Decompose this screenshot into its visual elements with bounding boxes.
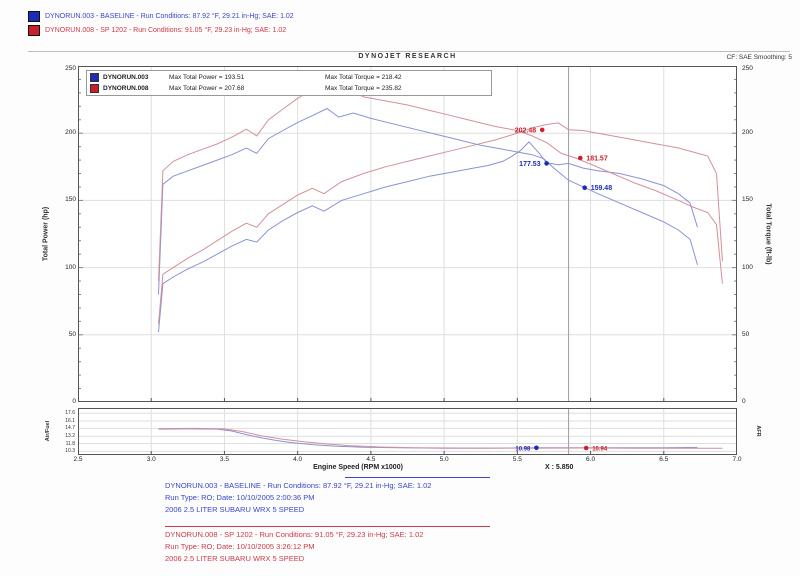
engine-speed-axis-label: Engine Speed (RPM x1000) [313,464,403,471]
legend-row[interactable]: DYNORUN.008 Max Total Power = 207.68 Max T… [90,84,488,93]
y-tick-label: 200 [742,129,753,137]
footer-line: DYNORUN.003 - BASELINE - Run Conditions:… [165,481,432,490]
y-tick-label: 100 [742,263,753,271]
run-color-swatch [28,25,40,36]
y-tick-label: 250 [65,65,76,72]
y-tick-label: 100 [65,263,76,271]
x-tick-label: 6.0 [586,456,596,463]
legend-color-swatch [90,73,99,82]
footer-line: Run Type: RO; Date: 10/10/2005 2:00:36 P… [165,493,315,502]
y-tick-label: 250 [742,65,753,72]
legend-max-torque: Max Total Torque = 218.42 [325,74,402,81]
y-tick-label: 150 [65,196,76,204]
run-color-swatch [28,11,40,22]
legend-max-power: Max Total Power = 193.51 [169,74,245,81]
y-tick-label: 17.6 [65,410,75,417]
x-tick-label: 4.5 [366,456,376,463]
afr-axis-label-right: AFR [755,425,761,437]
y-tick-label: 11.8 [65,440,75,447]
x-tick-label: 5.0 [439,456,449,463]
x-tick-label: 4.0 [293,456,303,463]
footer-line: Run Type: RO; Date: 10/10/2005 3:26:12 P… [165,542,315,551]
footer-run-block-baseline: DYNORUN.003 - BASELINE - Run Conditions:… [165,480,431,516]
y-tick-label: 200 [65,129,76,137]
svg-text:177.53: 177.53 [519,161,541,168]
x-tick-label: 7.0 [732,456,742,463]
y-tick-label: 50 [68,330,76,338]
rpm-axis-ticks: 2.5 3.0 3.5 4.0 4.5 5.0 5.5 6.0 6.5 7.0 [73,456,741,465]
torque-axis-label: Total Torque (ft-lb) [764,203,772,265]
y-tick-label: 150 [742,196,753,204]
footer-line: 2006 2.5 LITER SUBARU WRX 5 SPEED [165,505,305,514]
afr-axis-ticks: 17.6 16.1 14.7 13.2 11.8 10.3 [54,408,75,455]
power-axis-ticks: 250 200 150 100 50 0 [54,65,76,405]
run-conditions-text: DYNORUN.008 - SP 1202 - Run Conditions: … [45,27,287,34]
afr-chart[interactable]: 10.98 10.94 [78,408,737,455]
footer-line: DYNORUN.008 - SP 1202 - Run Conditions: … [165,530,424,539]
x-tick-label: 3.5 [219,456,229,463]
chart-title: DYNOJET RESEARCH [358,53,457,60]
legend-max-torque: Max Total Torque = 235.82 [325,85,402,92]
footer-line: 2006 2.5 LITER SUBARU WRX 5 SPEED [165,554,305,563]
y-tick-label: 0 [72,398,76,405]
y-tick-label: 10.3 [65,448,75,455]
svg-text:10.94: 10.94 [592,447,608,453]
y-tick-label: 0 [742,398,746,405]
legend-run-name: DYNORUN.008 [103,85,149,92]
afr-axis-label: Air/Fuel [45,420,51,442]
svg-text:202.48: 202.48 [515,127,537,134]
legend-color-swatch [90,84,99,93]
svg-text:181.57: 181.57 [586,156,608,163]
power-axis-label: Total Power (hp) [42,206,50,262]
correction-smoothing-label: CF: SAE Smoothing: 5 [726,54,792,61]
legend-max-power: Max Total Power = 207.68 [169,85,245,92]
y-tick-label: 16.1 [65,418,75,425]
x-tick-label: 5.5 [512,456,522,463]
x-tick-label: 6.5 [659,456,669,463]
main-dyno-chart[interactable]: 202.48 177.53 181.57 159.48 [78,66,737,402]
y-tick-label: 13.2 [65,433,75,440]
y-tick-label: 50 [742,330,750,338]
footer-divider-red [165,526,490,527]
y-tick-label: 14.7 [65,425,75,432]
header-divider [28,51,790,52]
svg-text:159.48: 159.48 [591,185,613,192]
cursor-readout: X : 5.850 [545,464,574,471]
legend-run-name: DYNORUN.003 [103,74,149,81]
x-tick-label: 2.5 [73,456,83,463]
legend-row[interactable]: DYNORUN.003 Max Total Power = 193.51 Max T… [90,73,488,82]
svg-text:10.98: 10.98 [515,446,531,452]
torque-axis-ticks: 250 200 150 100 50 0 [740,65,762,405]
inchart-legend: DYNORUN.003 Max Total Power = 193.51 Max T… [86,70,492,96]
x-tick-label: 3.0 [146,456,156,463]
footer-run-block-sp1202: DYNORUN.008 - SP 1202 - Run Conditions: … [165,529,423,565]
header-run-row[interactable]: DYNORUN.008 - SP 1202 - Run Conditions: … [28,25,286,36]
run-conditions-text: DYNORUN.003 - BASELINE - Run Conditions:… [45,13,294,20]
footer-divider-blue [345,477,490,478]
header-run-row[interactable]: DYNORUN.003 - BASELINE - Run Conditions:… [28,11,294,22]
